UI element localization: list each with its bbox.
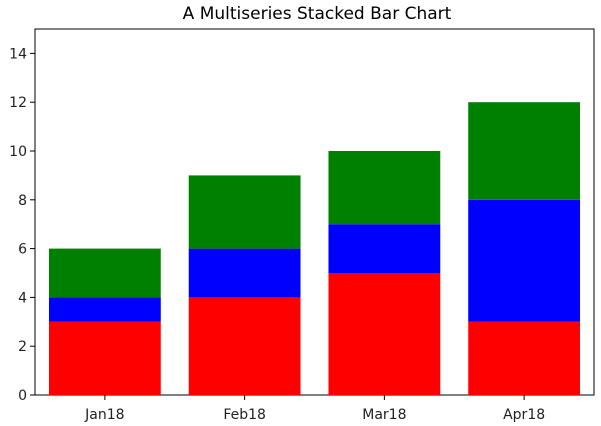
y-tick-label: 12 — [9, 95, 27, 111]
y-axis: 0 2 4 6 8 10 12 14 — [9, 46, 35, 404]
y-tick-label: 8 — [18, 193, 27, 209]
bar-feb18-segment-2 — [188, 248, 301, 298]
plot-area-frame — [34, 28, 595, 396]
y-tick-label: 2 — [18, 339, 27, 355]
bar-jan18-segment-1 — [48, 321, 161, 395]
y-tick-label: 14 — [9, 46, 27, 62]
bar-jan18-segment-3 — [48, 248, 161, 298]
bar-apr18-segment-2 — [468, 199, 581, 322]
bars-layer — [48, 102, 581, 395]
bar-mar18-segment-2 — [328, 224, 441, 273]
bar-jan18-segment-2 — [48, 297, 161, 322]
bar-feb18-segment-1 — [188, 297, 301, 395]
y-tick-label: 10 — [9, 144, 27, 160]
y-tick-label: 4 — [18, 290, 27, 306]
bar-feb18-segment-3 — [188, 175, 301, 249]
x-tick-label-mar18: Mar18 — [362, 407, 406, 423]
x-axis: Jan18 Feb18 Mar18 Apr18 — [84, 395, 545, 423]
bar-mar18-segment-3 — [328, 151, 441, 225]
bar-apr18-segment-1 — [468, 321, 581, 395]
y-tick-label: 6 — [18, 242, 27, 258]
x-tick-label-feb18: Feb18 — [223, 407, 266, 423]
chart-title: A Multiseries Stacked Bar Chart — [183, 4, 452, 24]
x-tick-label-jan18: Jan18 — [84, 407, 124, 423]
bar-apr18-segment-3 — [468, 102, 581, 200]
x-tick-label-apr18: Apr18 — [503, 407, 545, 423]
y-tick-label: 0 — [18, 388, 27, 404]
bar-mar18-segment-1 — [328, 273, 441, 395]
